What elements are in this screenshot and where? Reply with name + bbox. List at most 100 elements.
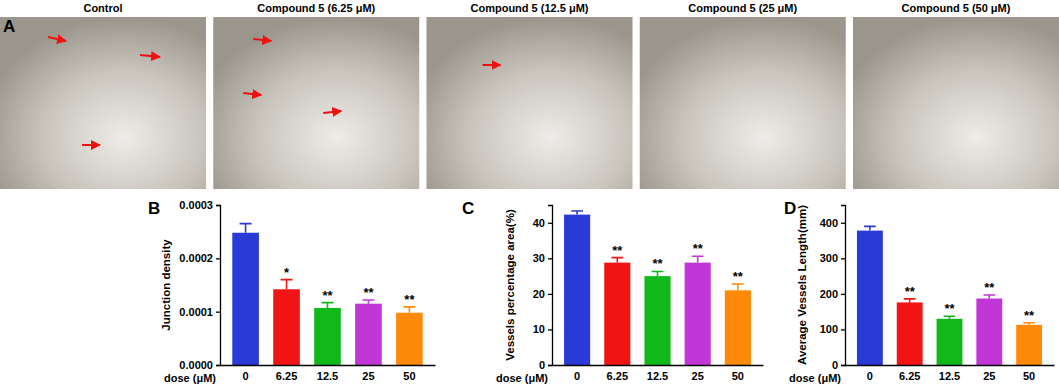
tick: 0.0000 — [179, 359, 220, 371]
tick: 400 — [820, 217, 845, 229]
tick-label: 0.0003 — [179, 199, 213, 211]
significance: ** — [322, 288, 333, 303]
tick-label: 400 — [820, 217, 838, 229]
tick: 0.0003 — [179, 199, 220, 211]
tick: 6.25 — [899, 365, 920, 382]
tick-mark — [841, 329, 845, 330]
tick-mark — [841, 258, 845, 259]
axis-line — [553, 365, 764, 366]
image-title: Compound 5 (50 μM) — [902, 2, 1011, 14]
error-bar — [983, 295, 995, 299]
error-bar — [904, 299, 916, 303]
bar — [976, 299, 1002, 365]
tick-label: 0.0001 — [179, 306, 213, 318]
plot-area — [564, 211, 751, 365]
significance: ** — [944, 301, 955, 316]
tick-mark — [216, 205, 220, 206]
tick-mark — [216, 365, 220, 366]
tick: 0 — [832, 359, 845, 371]
tick-label: 12.5 — [317, 370, 338, 382]
axis-line — [548, 206, 553, 366]
bar — [604, 263, 630, 365]
significance: ** — [733, 269, 744, 284]
significance: ** — [984, 280, 995, 295]
error-bar — [864, 226, 876, 230]
tick-mark — [841, 365, 845, 366]
image-title: Control — [83, 2, 122, 14]
tick: 300 — [820, 252, 845, 264]
tick-label: 200 — [820, 288, 838, 300]
axis-line — [216, 206, 221, 366]
arrow — [82, 144, 100, 146]
tick: 0 — [243, 365, 249, 382]
arrow — [253, 39, 271, 41]
bar — [314, 308, 341, 365]
micrograph — [213, 17, 419, 189]
significance: ** — [905, 284, 916, 299]
chart: ********010020030040006.2512.52550dose (… — [784, 199, 1055, 384]
bar — [1016, 325, 1042, 365]
bar — [725, 290, 751, 365]
chart: *******0.00000.00010.00020.000306.2512.5… — [148, 199, 436, 384]
tick-label: 0 — [539, 359, 545, 371]
y-axis: 010203040 — [533, 206, 553, 372]
arrow — [243, 93, 261, 95]
tick-label: 30 — [533, 252, 545, 264]
tick: 0.0001 — [179, 306, 220, 318]
significance: ** — [652, 256, 663, 271]
tick-label: 6.25 — [276, 370, 297, 382]
tick-label: 0 — [832, 359, 838, 371]
panel-label: D — [784, 199, 796, 218]
tick: 25 — [983, 365, 995, 382]
plot-area — [857, 226, 1042, 365]
error-bar — [692, 256, 704, 262]
axis-line — [846, 365, 1055, 366]
tick-mark — [841, 294, 845, 295]
tick-mark — [548, 294, 552, 295]
arrow — [48, 37, 66, 41]
bar — [644, 276, 670, 365]
error-bar — [571, 211, 583, 215]
y-axis-title: Average Vessels Length(mm) — [796, 205, 808, 365]
tick: 200 — [820, 288, 845, 300]
tick-label: 10 — [533, 323, 545, 335]
tick-label: 50 — [1023, 370, 1035, 382]
significance: ** — [693, 241, 704, 256]
panel-label: B — [148, 199, 160, 218]
error-bar — [944, 316, 956, 318]
panel-label: A — [3, 17, 15, 36]
tick-label: 50 — [403, 370, 415, 382]
x-axis-title: dose (μM) — [789, 372, 841, 384]
tick-mark — [548, 365, 552, 366]
tick: 20 — [533, 288, 552, 300]
tick: 50 — [732, 365, 744, 382]
tick: 25 — [692, 365, 704, 382]
tick: 0 — [574, 365, 580, 382]
bar — [937, 319, 963, 365]
tick-label: 50 — [732, 370, 744, 382]
significance: * — [284, 265, 290, 280]
y-axis-title: Junction density — [160, 239, 172, 331]
tick: 6.25 — [276, 365, 297, 382]
tick-label: 12.5 — [647, 370, 668, 382]
error-bar — [322, 303, 334, 308]
arrow — [323, 111, 341, 113]
x-axis-title: dose (μM) — [496, 372, 548, 384]
micrograph — [853, 17, 1059, 189]
micrograph — [640, 17, 846, 189]
panel-label: C — [462, 199, 474, 218]
tick: 50 — [403, 365, 415, 382]
error-bar — [1023, 323, 1035, 325]
tick-label: 0.0000 — [179, 359, 213, 371]
tick: 12.5 — [939, 365, 960, 382]
tick-label: 0 — [574, 370, 580, 382]
x-axis-title: dose (μM) — [164, 372, 216, 384]
x-axis: 0 6.25 12.5 25 50 — [553, 365, 764, 382]
tick: 0 — [867, 365, 873, 382]
tick-label: 0 — [867, 370, 873, 382]
tick-label: 25 — [362, 370, 374, 382]
tick: 25 — [362, 365, 374, 382]
tick-label: 6.25 — [607, 370, 628, 382]
tick-mark — [548, 329, 552, 330]
tick: 0.0002 — [179, 252, 220, 264]
